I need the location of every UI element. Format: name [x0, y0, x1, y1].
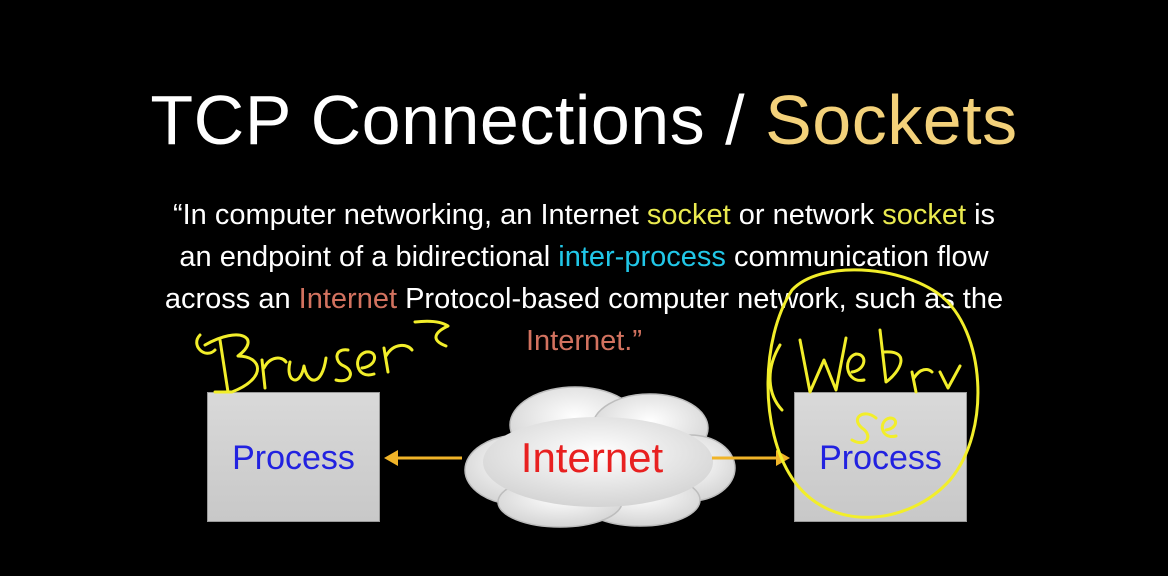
title-main: TCP Connections / — [150, 81, 746, 159]
quote-text: across an — [164, 283, 299, 315]
quote-text: communication flow — [725, 241, 989, 273]
quote-line-2: an endpoint of a bidirectional inter-pro… — [0, 236, 1168, 278]
quote-text: is — [966, 199, 996, 231]
browser-handwriting — [195, 319, 450, 394]
title-accent: Sockets — [765, 81, 1018, 159]
highlight-internet: Internet.” — [525, 325, 643, 357]
client-process-box: Process — [207, 392, 380, 522]
internet-cloud — [464, 386, 736, 528]
quote-text: Protocol-based computer network, such as… — [397, 283, 1004, 315]
server-process-box: Process — [794, 392, 967, 522]
quote-text: or network — [730, 199, 883, 231]
internet-cloud-label: Internet — [520, 434, 664, 481]
quote-line-4: Internet.” — [0, 320, 1168, 362]
highlight-internet: Internet — [298, 283, 398, 315]
highlight-inter-process: inter-process — [558, 241, 726, 273]
quote-text: “In computer networking, an Internet — [172, 199, 647, 231]
client-process-label: Process — [232, 439, 355, 477]
highlight-socket: socket — [646, 199, 731, 231]
slide-title: TCP Connections / Sockets — [0, 78, 1168, 162]
socket-definition-quote: “In computer networking, an Internet soc… — [0, 194, 1168, 362]
left-arrow — [384, 450, 462, 466]
quote-line-1: “In computer networking, an Internet soc… — [0, 194, 1168, 236]
quote-line-3: across an Internet Protocol-based comput… — [0, 278, 1168, 320]
highlight-socket: socket — [882, 199, 967, 231]
quote-text: an endpoint of a bidirectional — [179, 241, 559, 273]
server-process-label: Process — [819, 439, 942, 477]
web-server-handwriting — [766, 268, 980, 519]
